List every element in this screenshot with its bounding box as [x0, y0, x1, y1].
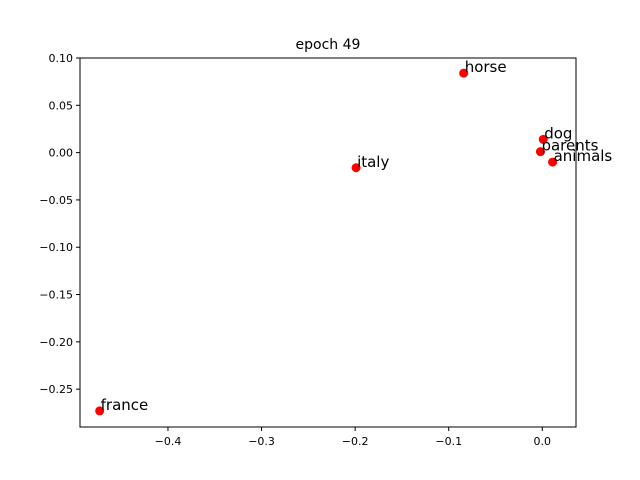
chart-title: epoch 49 — [296, 37, 361, 53]
data-point-label: horse — [465, 58, 507, 76]
data-point-parents — [535, 147, 545, 157]
data-point-italy — [351, 163, 361, 173]
data-point-animals — [548, 157, 558, 167]
data-point-label: parents — [541, 137, 598, 155]
plot-area-frame — [79, 57, 577, 428]
data-point-label: animals — [554, 147, 613, 165]
data-point-dog — [538, 134, 548, 144]
y-tick-label: −0.10 — [39, 241, 73, 254]
y-tick-label: 0.05 — [49, 99, 74, 112]
x-tick-label: −0.2 — [342, 435, 369, 448]
data-point-label: france — [101, 396, 149, 414]
data-point-france — [95, 406, 105, 416]
data-point-label: italy — [357, 153, 389, 171]
x-tick-label: −0.3 — [248, 435, 275, 448]
data-point-horse — [459, 68, 469, 78]
data-point-label: dog — [544, 124, 572, 142]
y-tick-label: −0.05 — [39, 194, 73, 207]
x-tick-label: −0.1 — [435, 435, 462, 448]
y-axis: 0.10 0.05 0.00 −0.05 −0.10 −0.15 −0.20 −0.25 — [39, 52, 80, 396]
x-tick-label: −0.4 — [155, 435, 182, 448]
y-tick-label: −0.25 — [39, 383, 73, 396]
y-tick-label: 0.10 — [49, 52, 74, 65]
x-tick-label: 0.0 — [534, 435, 552, 448]
x-axis: −0.4 −0.3 −0.2 −0.1 0.0 — [155, 427, 551, 448]
y-tick-label: 0.00 — [49, 147, 74, 160]
y-tick-label: −0.20 — [39, 336, 73, 349]
y-tick-label: −0.15 — [39, 289, 73, 302]
